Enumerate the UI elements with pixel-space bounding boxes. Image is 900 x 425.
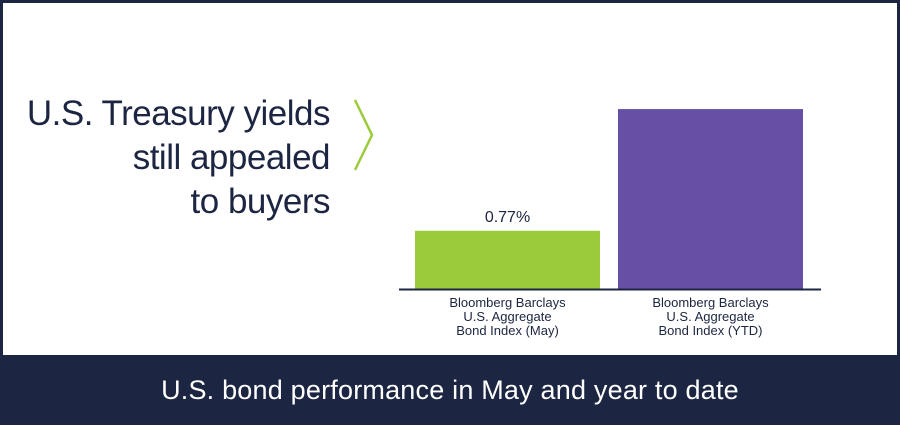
headline-line-3: to buyers bbox=[190, 182, 331, 221]
bar-1 bbox=[415, 230, 600, 289]
category-label-2-line-2: U.S. Aggregate bbox=[666, 309, 754, 324]
headline-line-1: U.S. Treasury yields bbox=[26, 94, 331, 133]
bar-2 bbox=[618, 109, 803, 290]
category-label-2-line-1: Bloomberg Barclays bbox=[652, 295, 769, 310]
chevron-right-icon bbox=[353, 99, 374, 171]
headline-line-2: still appealed bbox=[132, 138, 331, 177]
category-label-2-line-3: Bond Index (YTD) bbox=[658, 323, 762, 338]
category-label-1-line-3: Bond Index (May) bbox=[456, 323, 559, 338]
headline: U.S. Treasury yields still appealed to b… bbox=[26, 92, 331, 224]
data-label-1: 0.77% bbox=[485, 209, 530, 226]
footer-caption: U.S. bond performance in May and year to… bbox=[161, 374, 739, 405]
category-label-1-line-2: U.S. Aggregate bbox=[463, 309, 551, 324]
data-label-2: 2.38% bbox=[688, 100, 733, 104]
category-label-1-line-1: Bloomberg Barclays bbox=[449, 295, 566, 310]
